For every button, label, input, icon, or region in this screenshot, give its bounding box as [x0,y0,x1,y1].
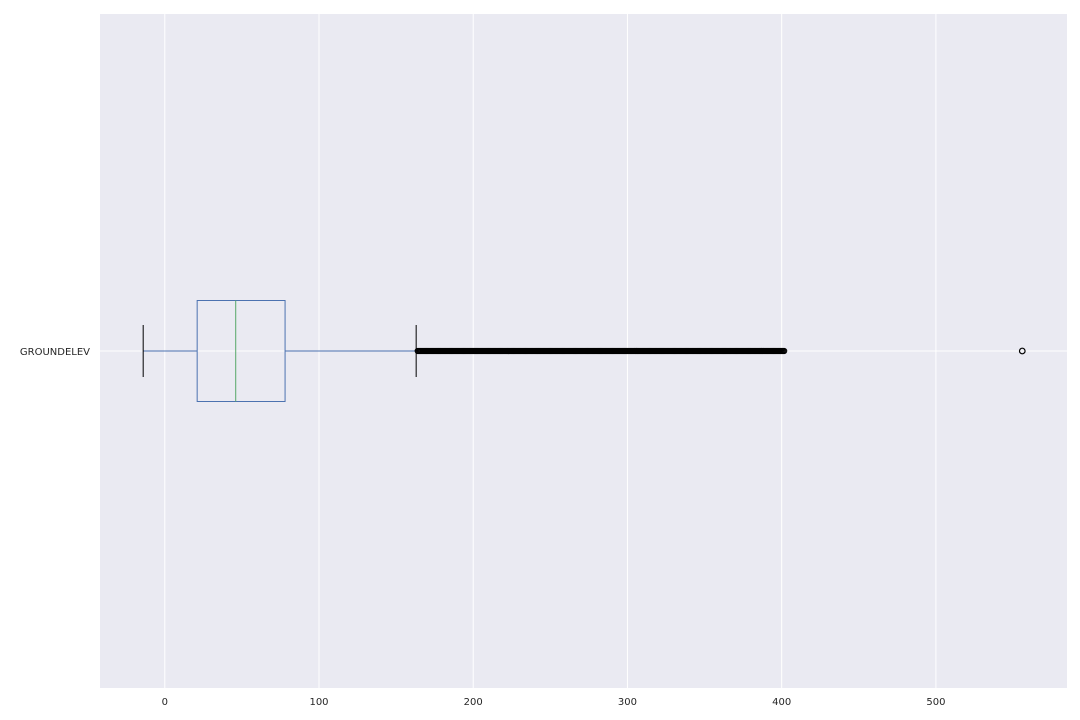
x-tick-label: 400 [772,697,791,708]
x-tick-label: 500 [926,697,945,708]
x-tick-label: 300 [618,697,637,708]
box-iqr [196,300,286,402]
y-category-label: GROUNDELEV [20,347,90,358]
outlier-point [781,347,788,355]
x-tick-label: 0 [162,697,168,708]
x-tick-label: 100 [309,697,328,708]
x-tick-label: 200 [464,697,483,708]
outlier-point [1018,347,1026,355]
series-layer [142,300,1026,402]
axis-layer: 0 100 200 300 400 500 GROUNDELEV [20,347,946,708]
